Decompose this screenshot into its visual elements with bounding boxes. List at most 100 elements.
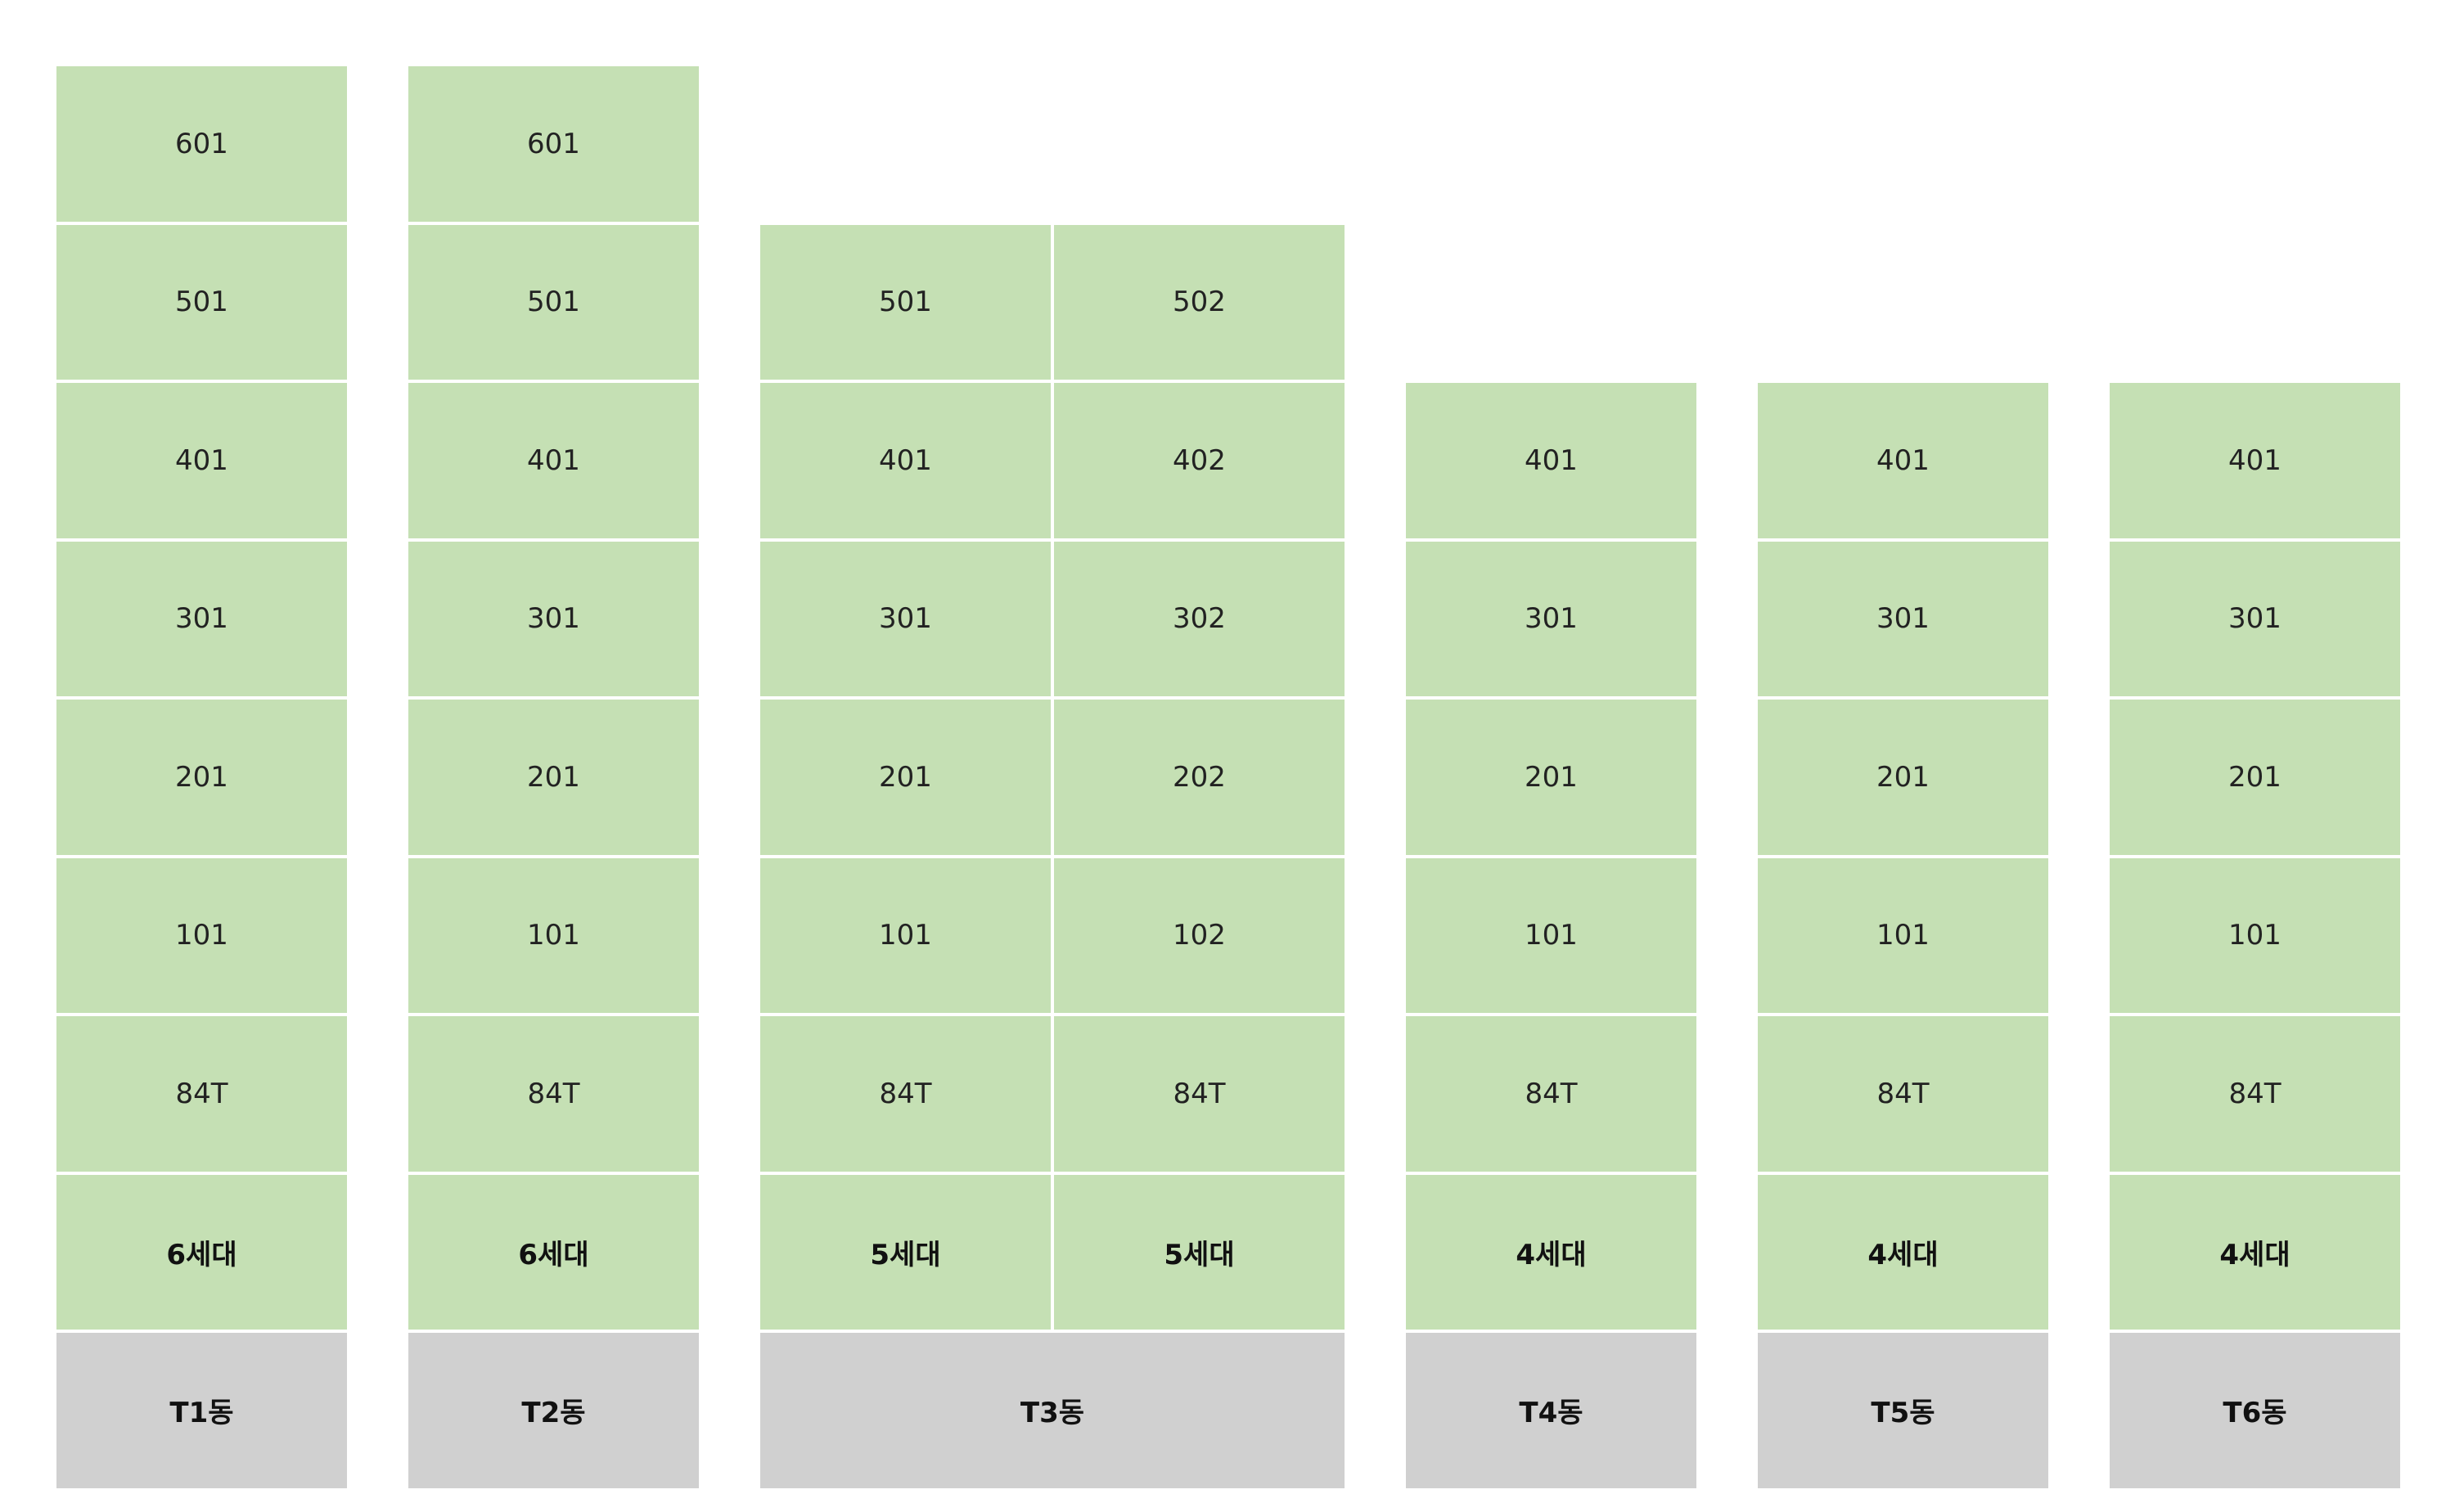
unit-cell-label: 101 xyxy=(2228,919,2282,952)
unit-cell: 84T xyxy=(2108,1015,2402,1173)
household-count: 6세대 xyxy=(407,1172,700,1331)
unit-cell-label: 301 xyxy=(2228,602,2282,636)
unit-cell-label: 202 xyxy=(1173,760,1226,794)
unit-cell-label: 401 xyxy=(2228,443,2282,477)
unit-cell-label: 401 xyxy=(175,443,228,477)
unit-cell: 84T xyxy=(1404,1015,1698,1173)
unit-cell-label: 84T xyxy=(1173,1077,1226,1110)
building-name-label: T2동 xyxy=(521,1397,586,1430)
household-count: 5세대 xyxy=(1052,1172,1346,1331)
unit-cell: 201 xyxy=(55,698,349,857)
household-count: 5세대 xyxy=(759,1172,1052,1331)
unit-cell: 101 xyxy=(1756,856,2050,1015)
unit-cell: 301 xyxy=(759,539,1052,698)
unit-cell: 201 xyxy=(407,698,700,857)
unit-cell: 201 xyxy=(1756,698,2050,857)
building-name-label: T1동 xyxy=(169,1397,234,1430)
unit-cell: 201 xyxy=(1404,698,1698,857)
unit-cell-label: 84T xyxy=(527,1077,580,1110)
household-count-label: 6세대 xyxy=(518,1238,589,1271)
unit-cell-label: 501 xyxy=(175,286,228,319)
unit-cell: 301 xyxy=(55,539,349,698)
unit-cell-label: 101 xyxy=(527,919,580,952)
unit-cell: 101 xyxy=(759,856,1052,1015)
household-count: 4세대 xyxy=(1756,1172,2050,1331)
unit-cell: 401 xyxy=(759,381,1052,540)
unit-cell: 84T xyxy=(1756,1015,2050,1173)
unit-cell: 401 xyxy=(1404,381,1698,540)
unit-cell: 401 xyxy=(407,381,700,540)
unit-cell: 501 xyxy=(759,223,1052,381)
unit-cell-label: 401 xyxy=(1876,443,1930,477)
unit-cell: 301 xyxy=(2108,539,2402,698)
unit-cell-label: 84T xyxy=(1525,1077,1578,1110)
unit-cell: 301 xyxy=(1756,539,2050,698)
unit-cell: 84T xyxy=(759,1015,1052,1173)
building-name-label: T6동 xyxy=(2223,1397,2287,1430)
unit-cell-label: 201 xyxy=(527,760,580,794)
unit-cell-label: 401 xyxy=(879,443,932,477)
unit-cell: 502 xyxy=(1052,223,1346,381)
building-name-label: T5동 xyxy=(1871,1397,1935,1430)
building-name-label: T3동 xyxy=(1020,1397,1085,1430)
unit-cell-label: 301 xyxy=(175,602,228,636)
building-name: T5동 xyxy=(1756,1331,2050,1490)
household-count-label: 4세대 xyxy=(1516,1238,1587,1271)
household-count: 4세대 xyxy=(1404,1172,1698,1331)
unit-cell-label: 201 xyxy=(1876,760,1930,794)
unit-cell-label: 601 xyxy=(175,127,228,160)
unit-cell: 401 xyxy=(1756,381,2050,540)
unit-cell: 101 xyxy=(1404,856,1698,1015)
unit-cell-label: 601 xyxy=(527,127,580,160)
unit-cell-label: 402 xyxy=(1173,443,1226,477)
unit-cell-label: 84T xyxy=(879,1077,932,1110)
unit-cell-label: 84T xyxy=(175,1077,228,1110)
unit-cell: 84T xyxy=(1052,1015,1346,1173)
household-count: 4세대 xyxy=(2108,1172,2402,1331)
unit-cell-label: 401 xyxy=(527,443,580,477)
unit-cell-label: 501 xyxy=(527,286,580,319)
unit-cell-label: 502 xyxy=(1173,286,1226,319)
unit-cell: 101 xyxy=(2108,856,2402,1015)
unit-cell: 84T xyxy=(407,1015,700,1173)
unit-cell-label: 201 xyxy=(175,760,228,794)
unit-cell-label: 201 xyxy=(879,760,932,794)
building-name: T6동 xyxy=(2108,1331,2402,1490)
unit-cell: 102 xyxy=(1052,856,1346,1015)
unit-cell-label: 301 xyxy=(879,602,932,636)
unit-cell: 401 xyxy=(55,381,349,540)
household-count: 6세대 xyxy=(55,1172,349,1331)
unit-cell: 601 xyxy=(55,65,349,223)
building-name: T2동 xyxy=(407,1331,700,1490)
unit-cell-label: 302 xyxy=(1173,602,1226,636)
building-name-label: T4동 xyxy=(1519,1397,1583,1430)
unit-cell-label: 84T xyxy=(2228,1077,2282,1110)
unit-cell: 601 xyxy=(407,65,700,223)
household-count-label: 4세대 xyxy=(2219,1238,2291,1271)
unit-cell: 302 xyxy=(1052,539,1346,698)
unit-cell-label: 301 xyxy=(1876,602,1930,636)
unit-cell: 101 xyxy=(407,856,700,1015)
building-name: T4동 xyxy=(1404,1331,1698,1490)
unit-cell-label: 201 xyxy=(1525,760,1578,794)
unit-cell: 201 xyxy=(759,698,1052,857)
unit-cell: 301 xyxy=(1404,539,1698,698)
household-count-label: 5세대 xyxy=(1164,1238,1235,1271)
unit-cell: 301 xyxy=(407,539,700,698)
unit-cell: 402 xyxy=(1052,381,1346,540)
unit-cell-label: 301 xyxy=(1525,602,1578,636)
unit-cell-label: 501 xyxy=(879,286,932,319)
unit-cell-label: 401 xyxy=(1525,443,1578,477)
unit-cell: 101 xyxy=(55,856,349,1015)
household-count-label: 4세대 xyxy=(1867,1238,1939,1271)
unit-cell-label: 101 xyxy=(879,919,932,952)
unit-cell: 401 xyxy=(2108,381,2402,540)
unit-cell: 501 xyxy=(55,223,349,381)
household-count-label: 5세대 xyxy=(870,1238,941,1271)
unit-cell: 501 xyxy=(407,223,700,381)
unit-cell-label: 84T xyxy=(1876,1077,1930,1110)
unit-cell-label: 102 xyxy=(1173,919,1226,952)
building-name: T1동 xyxy=(55,1331,349,1490)
